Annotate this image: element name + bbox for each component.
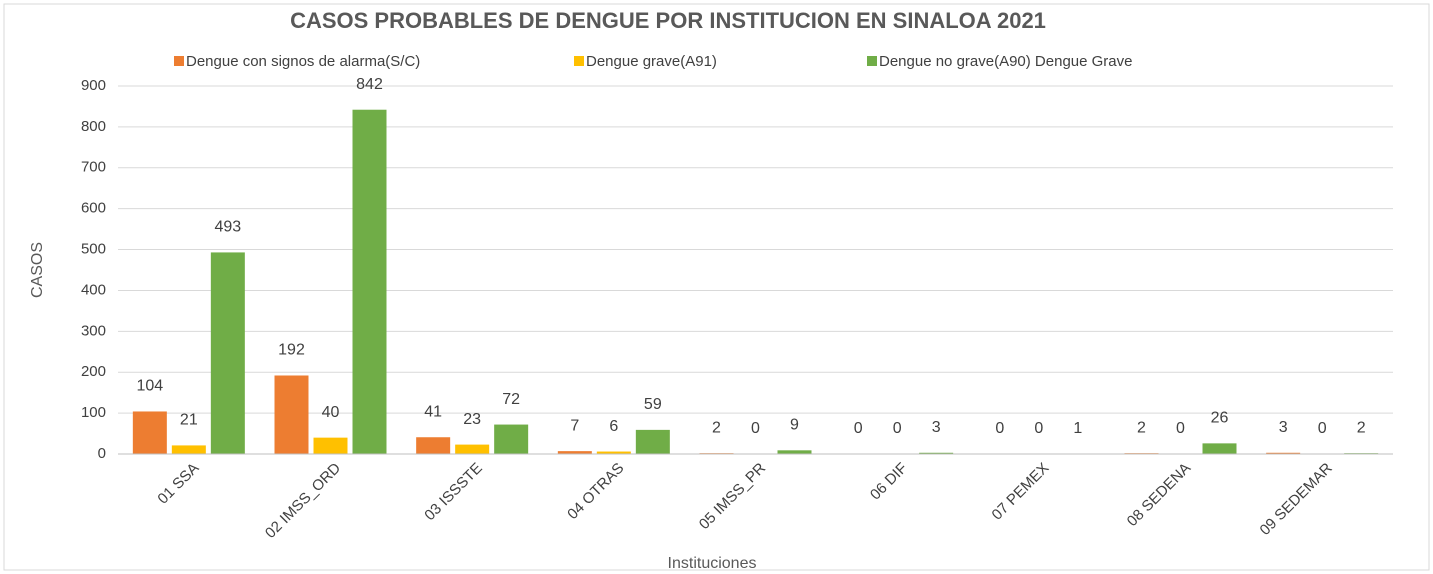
bar — [210, 252, 245, 454]
bar — [635, 429, 670, 454]
bar — [494, 424, 529, 454]
bar — [352, 109, 387, 455]
bar — [1266, 452, 1301, 454]
data-label: 842 — [356, 76, 383, 93]
data-label: 0 — [995, 420, 1004, 437]
y-tick-label: 700 — [81, 159, 106, 176]
data-label: 6 — [609, 418, 618, 435]
data-label: 192 — [278, 342, 305, 359]
data-label: 23 — [463, 411, 481, 428]
bar — [557, 451, 592, 454]
data-label: 2 — [1137, 419, 1146, 436]
data-label: 59 — [644, 396, 662, 413]
bar — [777, 450, 812, 454]
data-label: 0 — [854, 420, 863, 437]
data-label: 26 — [1211, 410, 1229, 427]
legend-label: Dengue no grave(A90) Dengue Grave — [879, 53, 1133, 70]
data-label: 0 — [1034, 420, 1043, 437]
y-tick-label: 0 — [98, 445, 106, 462]
data-label: 72 — [502, 391, 520, 408]
legend-label: Dengue grave(A91) — [586, 53, 717, 70]
bar — [171, 445, 206, 454]
y-tick-label: 100 — [81, 404, 106, 421]
bar — [274, 375, 309, 454]
data-label: 7 — [570, 417, 579, 434]
data-label: 3 — [1279, 419, 1288, 436]
y-tick-label: 400 — [81, 281, 106, 298]
data-label: 0 — [1176, 420, 1185, 437]
data-label: 40 — [322, 404, 340, 421]
y-axis-label: CASOS — [29, 242, 46, 298]
bar — [596, 451, 631, 454]
data-label: 493 — [214, 219, 241, 236]
data-label: 2 — [1357, 419, 1366, 436]
legend-label: Dengue con signos de alarma(S/C) — [186, 53, 420, 70]
legend-swatch — [174, 56, 184, 66]
data-label: 21 — [180, 412, 198, 429]
legend-swatch — [867, 56, 877, 66]
legend-swatch — [574, 56, 584, 66]
x-axis-label: Instituciones — [668, 555, 757, 572]
bar — [919, 452, 954, 454]
data-label: 104 — [136, 378, 163, 395]
y-tick-label: 900 — [81, 77, 106, 94]
y-tick-label: 500 — [81, 241, 106, 258]
bar — [455, 444, 490, 454]
y-tick-label: 200 — [81, 363, 106, 380]
data-label: 1 — [1073, 420, 1082, 437]
chart-title: CASOS PROBABLES DE DENGUE POR INSTITUCIO… — [290, 8, 1046, 33]
data-label: 3 — [932, 419, 941, 436]
bar — [416, 437, 451, 454]
data-label: 9 — [790, 417, 799, 434]
bar — [313, 437, 348, 454]
bar — [1202, 443, 1237, 454]
data-label: 2 — [712, 419, 721, 436]
bar — [132, 411, 167, 454]
data-label: 0 — [1318, 420, 1327, 437]
y-tick-label: 800 — [81, 118, 106, 135]
y-tick-label: 300 — [81, 322, 106, 339]
y-tick-label: 600 — [81, 200, 106, 217]
data-label: 0 — [893, 420, 902, 437]
data-label: 41 — [424, 403, 442, 420]
data-label: 0 — [751, 420, 760, 437]
